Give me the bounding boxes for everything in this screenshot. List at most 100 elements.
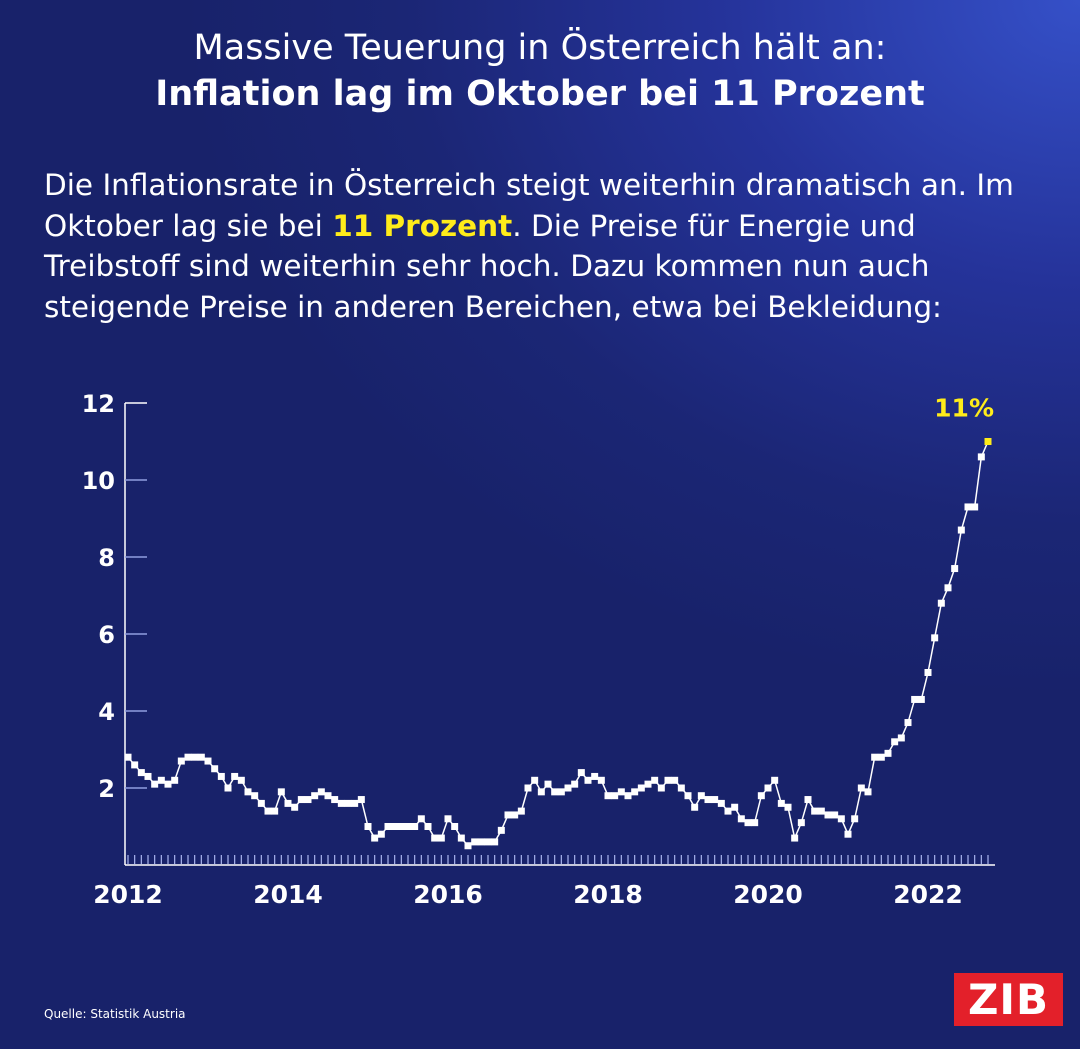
data-point	[144, 772, 152, 780]
data-point	[224, 784, 232, 792]
data-point	[897, 734, 905, 742]
y-tick-label: 6	[98, 621, 115, 649]
data-point	[757, 792, 765, 800]
data-point	[937, 599, 945, 607]
data-point	[964, 503, 972, 511]
data-point	[431, 834, 439, 842]
data-point	[564, 784, 572, 792]
data-point	[391, 823, 399, 830]
data-point	[657, 784, 665, 792]
y-tick-label: 2	[98, 775, 115, 803]
y-tick-label: 4	[98, 698, 115, 726]
data-point	[944, 584, 952, 592]
data-point	[691, 803, 699, 811]
data-point	[131, 761, 139, 769]
data-point	[457, 834, 465, 842]
subheadline: Inflation lag im Oktober bei 11 Prozent	[155, 74, 925, 114]
data-point	[697, 792, 705, 800]
data-point	[471, 838, 479, 846]
y-tick-label: 10	[82, 467, 115, 495]
data-point	[231, 772, 239, 780]
data-point	[357, 796, 365, 804]
data-point	[804, 796, 812, 804]
data-point	[591, 772, 599, 780]
data-point	[957, 526, 965, 534]
data-point	[651, 776, 659, 784]
data-point	[271, 807, 279, 815]
data-point	[184, 753, 192, 761]
data-point	[317, 788, 325, 796]
data-point	[244, 788, 252, 796]
data-point	[817, 807, 825, 815]
data-point	[157, 776, 165, 784]
data-point	[537, 788, 545, 796]
data-point	[664, 776, 672, 784]
data-point	[171, 776, 179, 784]
data-point	[217, 772, 225, 780]
data-point	[891, 738, 899, 746]
data-point	[337, 799, 345, 807]
data-point	[417, 815, 425, 823]
data-point	[411, 823, 419, 830]
x-tick-label: 2012	[93, 880, 163, 909]
intro-part: Die Inflationsrate in Österreich steigt …	[44, 168, 1014, 243]
data-point	[517, 807, 525, 815]
data-point	[551, 788, 559, 796]
x-tick-label: 2014	[253, 880, 323, 909]
data-point	[544, 780, 552, 788]
data-point	[197, 753, 205, 761]
data-point	[844, 830, 852, 838]
zib-logo: ZIB	[954, 973, 1063, 1026]
data-point	[211, 765, 219, 773]
data-point	[584, 776, 592, 784]
data-point	[724, 807, 732, 815]
data-point	[491, 838, 499, 846]
data-point	[904, 719, 912, 727]
data-point	[484, 838, 492, 846]
data-point	[737, 815, 745, 823]
data-point	[784, 803, 792, 811]
data-point	[511, 811, 519, 819]
source-note: Quelle: Statistik Austria	[44, 1007, 186, 1021]
data-point	[617, 788, 625, 796]
data-point	[284, 799, 292, 807]
data-point	[731, 803, 739, 811]
x-tick-label: 2016	[413, 880, 483, 909]
data-point	[671, 776, 679, 784]
data-point	[531, 776, 539, 784]
data-point	[331, 796, 339, 804]
data-point	[857, 784, 865, 792]
data-point	[371, 834, 379, 842]
data-point	[644, 780, 652, 788]
data-point	[931, 634, 939, 642]
data-point	[571, 780, 579, 788]
logo-text: ZIB	[967, 975, 1050, 1024]
data-point	[351, 799, 359, 807]
data-point	[824, 811, 832, 819]
data-point	[404, 823, 412, 830]
data-point	[324, 792, 332, 800]
data-point	[424, 823, 432, 830]
data-point	[444, 815, 452, 823]
data-point	[751, 819, 759, 827]
intro-text: Die Inflationsrate in Österreich steigt …	[44, 165, 1054, 327]
data-point	[677, 784, 685, 792]
data-point	[437, 834, 445, 842]
data-point	[811, 807, 819, 815]
data-point	[504, 811, 512, 819]
data-point	[884, 749, 892, 757]
data-point	[597, 776, 605, 784]
data-point	[524, 784, 532, 792]
y-tick-label: 12	[82, 390, 115, 418]
data-point	[911, 695, 919, 703]
data-point	[977, 453, 985, 461]
x-tick-label: 2020	[733, 880, 803, 909]
data-point	[464, 842, 472, 850]
intro-highlight: 11 Prozent	[332, 208, 513, 243]
data-point	[771, 776, 779, 784]
data-point	[304, 796, 312, 804]
data-point	[924, 669, 932, 676]
data-point	[364, 823, 372, 830]
data-point	[871, 753, 879, 761]
